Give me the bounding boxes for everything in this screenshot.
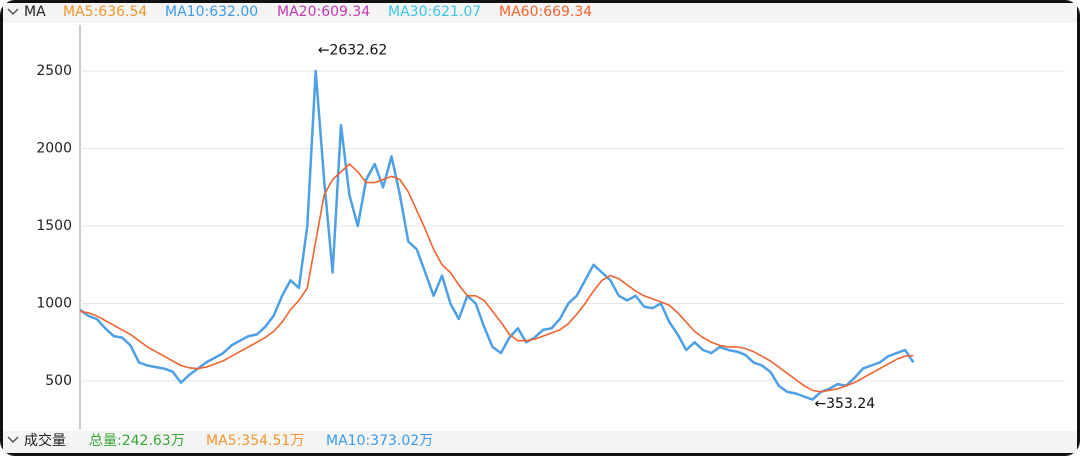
y-tick-label: 2500 [36,63,72,79]
y-tick-label: 1000 [36,296,72,312]
chevron[interactable] [7,8,19,16]
legend-item: MA30:621.07 [388,4,481,20]
header-bar [3,3,1077,23]
legend-item: MA20:609.34 [277,4,370,20]
price-line [79,163,914,393]
legend-item: MA5:636.54 [63,4,147,20]
volume-legend-item: MA10:373.02万 [326,433,433,449]
legend-title: MA [24,4,46,20]
legend-item: MA60:669.34 [499,4,592,20]
volume-legend-item: MA5:354.51万 [206,433,304,449]
price-line [79,69,915,401]
y-tick-label: 500 [45,373,72,389]
annotation: ←2632.62 [318,42,388,58]
volume-title: 成交量 [24,432,66,449]
y-tick-label: 1500 [36,218,72,234]
annotation: ←353.24 [814,396,875,412]
y-tick-label: 2000 [36,141,72,157]
legend-item: MA10:632.00 [165,4,258,20]
volume-legend-item: 总量:242.63万 [89,433,185,449]
footer-bar [3,431,1077,453]
chevron[interactable] [7,436,19,444]
